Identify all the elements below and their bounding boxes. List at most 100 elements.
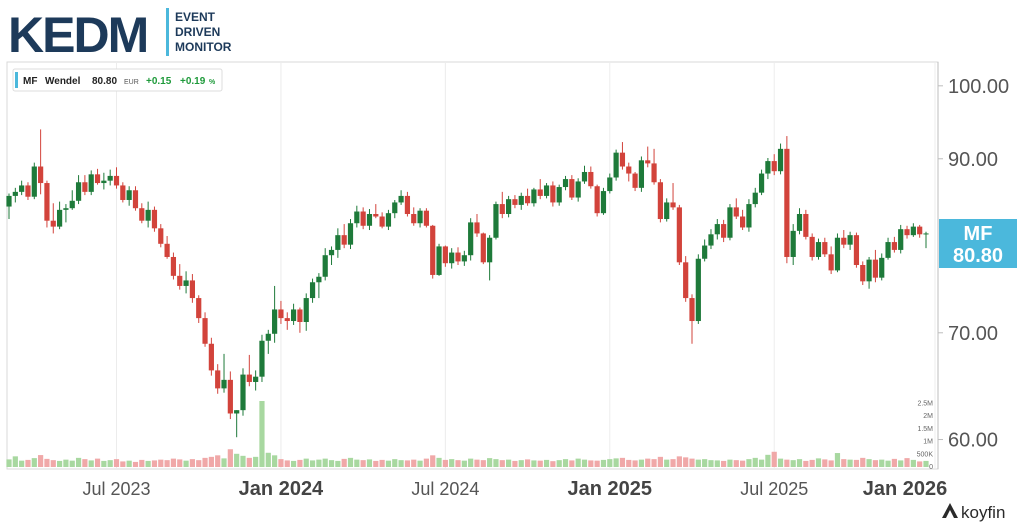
candle-body [259, 340, 265, 377]
time-axis: Jul 2023 Jan 2024 Jul 2024 Jan 2025 Jul 2025… [82, 478, 947, 500]
legend-change-pct: +0.19 [180, 76, 206, 87]
y-tick-label: 70.00 [948, 323, 998, 345]
candle-body [139, 208, 145, 221]
candle-body [651, 163, 657, 183]
candle-body [531, 189, 537, 204]
candle-body [518, 195, 524, 205]
candle-body [727, 207, 733, 238]
volume-bar [183, 460, 189, 467]
candle-body [50, 220, 56, 227]
candle-body [626, 166, 632, 174]
candle-body [449, 252, 455, 264]
volume-bar [493, 459, 499, 467]
volume-bar [809, 459, 815, 467]
volume-bar [284, 460, 290, 467]
candle-body [619, 152, 626, 167]
volume-bar [404, 460, 411, 467]
candle-body [803, 214, 809, 237]
volume-bar [569, 460, 575, 467]
volume-bar [531, 460, 537, 467]
candle-body [550, 185, 556, 203]
volume-bar [683, 457, 689, 467]
volume-bar [581, 459, 588, 467]
volume-bar [670, 459, 676, 467]
candle-body [341, 235, 347, 245]
candle-body [322, 255, 328, 277]
volume-bar [208, 456, 214, 467]
candle-body [151, 209, 158, 229]
legend-change: +0.15 [146, 76, 172, 87]
volume-bar [158, 459, 164, 467]
volume-bar [227, 449, 233, 467]
candle-body [316, 276, 322, 283]
logo-tagline-3: MONITOR [175, 40, 232, 54]
volume-bar [246, 457, 252, 467]
volume-bar [487, 458, 493, 467]
x-tick-label: Jan 2024 [239, 478, 324, 500]
price-candles [6, 129, 929, 438]
volume-bar [309, 460, 316, 467]
candle-body [506, 199, 512, 215]
volume-bar [88, 460, 94, 467]
volume-bar [657, 456, 663, 467]
candle-body [246, 374, 252, 382]
candle-body [771, 161, 777, 172]
volume-bar [196, 460, 202, 467]
candle-body [891, 242, 897, 250]
volume-bar [784, 459, 790, 467]
volume-bar [177, 459, 183, 467]
koyfin-watermark[interactable]: koyfin [942, 503, 1005, 522]
candle-body [196, 298, 202, 319]
candle-body [664, 202, 670, 220]
volume-bar [6, 459, 12, 467]
candle-body [183, 280, 189, 286]
volume-bar [75, 457, 82, 467]
volume-bar [702, 459, 708, 467]
volume-bar [853, 459, 860, 467]
candle-body [853, 235, 860, 266]
candle-body [708, 234, 714, 246]
volume-bar [12, 456, 18, 467]
last-price-badge: MF 80.80 [939, 219, 1017, 268]
volume-axis: 2.5M 2M 1.5M 1M 500K 0 [917, 401, 934, 471]
volume-bar [638, 459, 645, 467]
volume-bar [506, 459, 512, 467]
volume-bar [822, 459, 828, 467]
candle-body [297, 309, 303, 322]
candle-body [360, 211, 366, 226]
candle-body [379, 216, 385, 227]
volume-bar [651, 459, 657, 467]
volume-bar [777, 458, 784, 467]
volume-bar [189, 459, 195, 467]
volume-bar [556, 460, 562, 467]
ticker-legend[interactable]: MF Wendel 80.80 EUR +0.15 +0.19 % [12, 68, 223, 92]
candle-body [689, 298, 695, 322]
badge-background [939, 219, 1017, 268]
volume-bar [290, 460, 297, 467]
candle-body [423, 210, 429, 226]
volume-bar [379, 459, 385, 467]
volume-bar [898, 460, 904, 467]
volume-bar [38, 455, 44, 467]
legend-last-price: 80.80 [92, 76, 117, 87]
candle-body [556, 187, 562, 203]
candle-body [392, 202, 398, 214]
candle-body [88, 174, 94, 192]
candle-body [290, 309, 297, 322]
volume-tick-label: 0 [929, 464, 933, 471]
candle-body [657, 182, 663, 220]
candle-body [487, 237, 493, 263]
candle-body [822, 242, 828, 255]
candle-body [417, 210, 423, 224]
logo-tagline-2: DRIVEN [175, 25, 220, 39]
volume-bar [714, 460, 720, 467]
logo-tagline-1: EVENT [175, 10, 216, 24]
volume-bar [259, 401, 265, 467]
volume-bar [107, 460, 113, 467]
kedm-logo[interactable]: KEDM EVENT DRIVEN MONITOR [8, 7, 232, 63]
candle-body [12, 191, 18, 196]
candle-body [898, 229, 904, 250]
volume-bar [113, 459, 120, 467]
volume-bar [101, 460, 107, 467]
volume-bar [132, 461, 139, 467]
